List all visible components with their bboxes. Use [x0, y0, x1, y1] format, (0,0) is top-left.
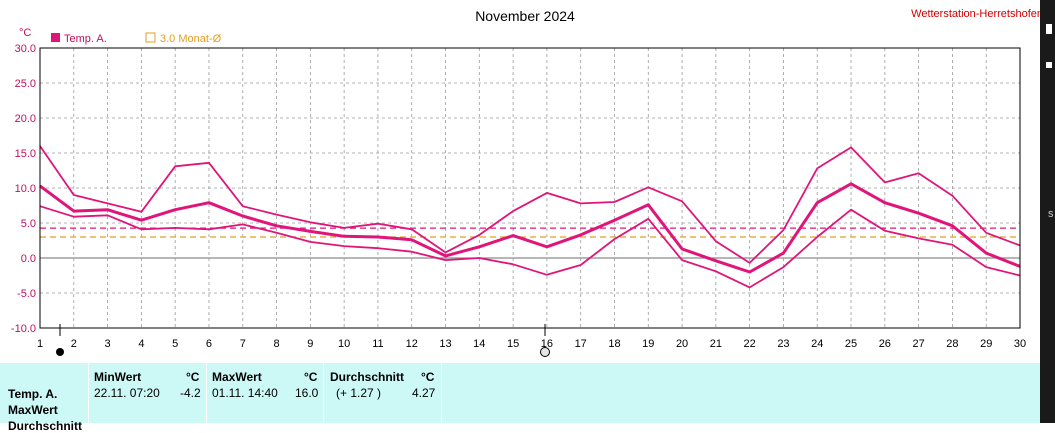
x-tick-label: 22 [744, 338, 756, 350]
y-tick-label: -10.0 [11, 323, 36, 335]
y-tick-label: 20.0 [15, 113, 36, 125]
column-separator [323, 363, 324, 423]
x-tick-label: 18 [608, 338, 620, 350]
column-separator [206, 363, 207, 423]
reference-lines [40, 227, 1020, 238]
max-header: MaxWert [212, 370, 262, 384]
max-date: 01.11. 14:40 [212, 386, 278, 400]
x-tick-label: 23 [777, 338, 789, 350]
y-tick-label: 0.0 [21, 253, 36, 265]
min-date: 22.11. 07:20 [94, 386, 160, 400]
y-tick-label: 15.0 [15, 148, 36, 160]
x-tick-label: 6 [206, 338, 212, 350]
scroll-markers[interactable] [56, 324, 550, 357]
legend-swatch-month-avg [145, 32, 156, 43]
legend-label-temp: Temp. A. [64, 33, 107, 45]
avg-unit-header: °C [421, 370, 435, 384]
station-name: Wetterstation-Herretshofen [911, 8, 1040, 20]
right-marker-handle[interactable] [540, 347, 550, 357]
x-tick-label: 13 [439, 338, 451, 350]
min-value: -4.2 [180, 386, 201, 400]
x-tick-label: 19 [642, 338, 654, 350]
right-window-edge: s [1040, 0, 1055, 423]
left-marker-handle[interactable] [56, 348, 64, 356]
x-tick-label: 10 [338, 338, 350, 350]
row-label-avg: Durchschnitt [8, 419, 83, 433]
series-line-max [39, 145, 1021, 264]
x-tick-label: 3 [105, 338, 111, 350]
min-header: MinWert [94, 370, 142, 384]
legend: Temp. A. 3.0 Monat-Ø [51, 32, 222, 45]
y-axis-unit: °C [19, 27, 31, 39]
min-unit-header: °C [186, 370, 200, 384]
x-tick-label: 8 [273, 338, 279, 350]
x-tick-label: 2 [71, 338, 77, 350]
x-tick-label: 24 [811, 338, 823, 350]
x-tick-label: 15 [507, 338, 519, 350]
y-tick-label: 25.0 [15, 78, 36, 90]
avg-delta: (+ 1.27 ) [336, 386, 382, 400]
x-tick-label: 26 [879, 338, 891, 350]
y-tick-label: -5.0 [17, 288, 36, 300]
chart-background [0, 0, 1040, 363]
x-tick-label: 30 [1014, 338, 1026, 350]
stats-panel: Temp. A. MaxWert Durchschnitt MinWert °C… [0, 363, 1040, 433]
x-tick-label: 7 [240, 338, 246, 350]
x-tick-label: 5 [172, 338, 178, 350]
column-separator [441, 363, 442, 423]
x-tick-label: 12 [406, 338, 418, 350]
x-tick-labels: 1 2 3 4 5 6 7 8 9 10 11 12 13 14 15 16 17 18 19 20 21 22 23 24 2… [37, 338, 1026, 350]
max-value: 16.0 [295, 386, 319, 400]
y-tick-label: 30.0 [15, 43, 36, 55]
series-lines [39, 145, 1021, 289]
x-tick-label: 25 [845, 338, 857, 350]
plot-frame [39, 47, 1021, 329]
row-label-temp: Temp. A. [8, 387, 58, 401]
x-tick-label: 14 [473, 338, 485, 350]
series-line-min [39, 205, 1021, 289]
row-label-max: MaxWert [8, 403, 58, 417]
x-tick-label: 1 [37, 338, 43, 350]
x-tick-label: 4 [138, 338, 144, 350]
x-tick-label: 28 [946, 338, 958, 350]
avg-value: 4.27 [412, 386, 436, 400]
avg-header: Durchschnitt [330, 370, 405, 384]
max-unit-header: °C [304, 370, 318, 384]
y-tick-label: 5.0 [21, 218, 36, 230]
x-tick-label: 29 [980, 338, 992, 350]
chart-title: November 2024 [475, 8, 575, 24]
edge-mark [1046, 24, 1052, 34]
x-tick-label: 16 [541, 338, 553, 350]
edge-mark [1046, 62, 1052, 68]
series-line-avg [39, 182, 1021, 274]
x-tick-label: 20 [676, 338, 688, 350]
column-separator [88, 363, 89, 423]
legend-label-month-avg: 3.0 Monat-Ø [160, 33, 222, 45]
x-tick-label: 17 [575, 338, 587, 350]
y-tick-label: 10.0 [15, 183, 36, 195]
y-tick-labels: 30.0 25.0 20.0 15.0 10.0 5.0 0.0 -5.0 -10.0 [11, 43, 36, 335]
x-tick-label: 21 [710, 338, 722, 350]
x-tick-label: 27 [912, 338, 924, 350]
edge-letter: s [1048, 208, 1054, 220]
legend-swatch-temp [51, 33, 60, 42]
x-tick-label: 9 [307, 338, 313, 350]
x-tick-label: 11 [372, 338, 383, 350]
